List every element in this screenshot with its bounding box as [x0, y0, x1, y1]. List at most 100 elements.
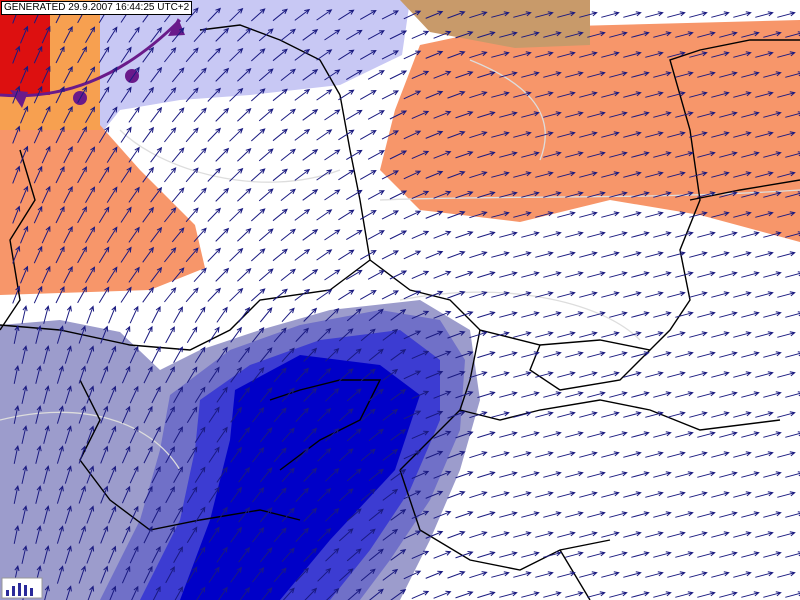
wind-arrow — [543, 71, 562, 78]
wind-arrow — [98, 86, 110, 103]
wind-arrow — [755, 171, 774, 178]
wind-arrow — [106, 266, 118, 283]
wind-arrow — [193, 227, 207, 243]
wind-arrow — [208, 486, 220, 503]
wind-arrow — [587, 191, 606, 198]
wind-arrow — [338, 368, 354, 382]
wind-arrow — [411, 350, 430, 360]
wind-arrow — [499, 31, 518, 38]
wind-arrow — [33, 165, 43, 184]
wind-arrow — [543, 311, 562, 318]
wind-arrow — [55, 45, 65, 64]
wind-arrow — [513, 251, 532, 258]
wind-arrow — [196, 586, 206, 600]
wind-arrow — [557, 131, 576, 138]
wind-arrow — [368, 508, 384, 521]
wind-arrow — [667, 51, 686, 58]
wind-arrow — [403, 570, 422, 580]
wind-arrow — [499, 391, 518, 398]
wind-arrow — [719, 471, 738, 478]
wind-arrow — [697, 111, 716, 118]
wind-arrow — [316, 129, 333, 141]
wind-arrow — [106, 186, 118, 203]
wind-arrow — [521, 111, 540, 118]
wind-arrow — [389, 150, 408, 160]
wind-arrow — [447, 570, 466, 579]
wind-arrow — [229, 247, 244, 262]
wind-arrow — [455, 231, 474, 239]
wind-arrow — [185, 207, 199, 223]
wind-arrow — [294, 248, 311, 261]
wind-arrow — [469, 371, 488, 379]
wind-arrow — [390, 549, 407, 561]
wind-arrow — [63, 145, 73, 164]
wind-arrow — [645, 371, 664, 378]
wind-arrow — [216, 306, 228, 323]
wind-arrow — [63, 65, 73, 84]
wind-arrow — [164, 87, 177, 103]
wind-arrow — [338, 169, 355, 181]
wind-arrow — [194, 466, 206, 483]
wind-arrow — [491, 211, 510, 218]
wind-arrow — [411, 550, 430, 560]
wind-arrow — [741, 591, 760, 598]
wind-arrow — [521, 71, 540, 78]
wind-arrow — [565, 71, 584, 78]
wind-arrow — [719, 31, 738, 38]
wind-arrow — [609, 471, 628, 478]
wind-arrow — [535, 531, 554, 538]
wind-arrow — [121, 485, 131, 504]
wind-arrow — [469, 11, 488, 19]
wind-arrow — [499, 351, 518, 358]
wind-arrow — [425, 90, 444, 99]
wind-arrow — [601, 571, 620, 578]
wind-arrow — [194, 546, 206, 563]
wind-arrow — [755, 91, 774, 98]
wind-arrow — [280, 148, 297, 161]
wind-arrow — [64, 545, 72, 564]
border — [459, 399, 781, 431]
wind-arrow — [368, 428, 384, 441]
wind-arrow — [338, 49, 355, 61]
wind-arrow — [689, 451, 708, 458]
wind-arrow — [535, 131, 554, 138]
wind-arrow — [129, 305, 139, 324]
wind-arrow — [455, 311, 474, 319]
wind-arrow — [208, 526, 220, 543]
wind-arrow — [719, 111, 738, 118]
wind-arrow — [368, 348, 384, 361]
wind-arrow — [733, 11, 752, 18]
wind-arrow — [601, 91, 620, 98]
wind-arrow — [368, 388, 384, 401]
wind-arrow — [215, 67, 230, 82]
wind-arrow — [521, 551, 540, 558]
wind-arrow — [302, 69, 319, 81]
wind-arrow — [609, 511, 628, 518]
wind-arrow — [455, 31, 474, 39]
wind-arrow — [100, 525, 109, 544]
wind-arrow — [623, 291, 642, 298]
wind-arrow — [433, 70, 452, 79]
wind-arrow — [433, 590, 452, 599]
wind-arrow — [579, 51, 598, 58]
wind-arrow — [237, 148, 252, 162]
wind-arrow — [129, 545, 139, 564]
wind-arrow — [194, 506, 206, 523]
wind-arrow — [755, 411, 774, 418]
wind-arrow — [390, 589, 407, 600]
wind-arrow — [403, 210, 422, 220]
wind-arrow — [129, 345, 139, 364]
wind-arrow — [763, 311, 782, 318]
wind-arrow — [513, 211, 532, 218]
wind-arrow — [121, 365, 131, 384]
wind-arrow — [324, 189, 341, 201]
wind-arrow — [579, 131, 598, 138]
wind-arrow — [77, 286, 87, 304]
wind-arrow — [237, 68, 252, 82]
wind-arrow — [359, 10, 377, 20]
wind-arrow — [777, 251, 796, 258]
wind-arrow — [273, 367, 287, 383]
wind-arrow — [477, 471, 496, 479]
wind-arrow — [142, 46, 154, 63]
wind-arrow — [302, 229, 319, 241]
